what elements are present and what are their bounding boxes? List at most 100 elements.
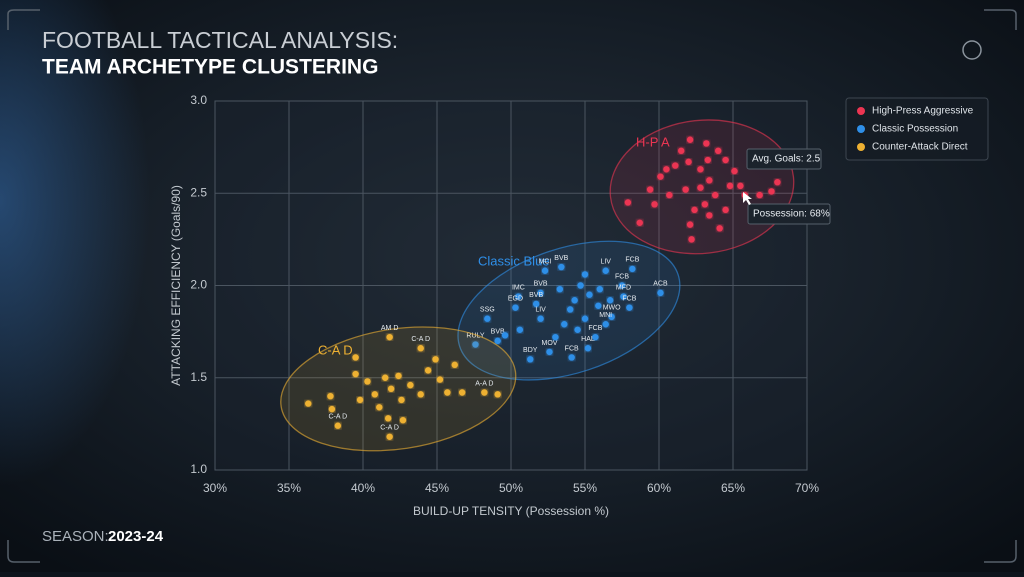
point — [537, 315, 544, 322]
point — [697, 166, 704, 173]
point — [672, 162, 679, 169]
point-label: EGD — [508, 295, 523, 302]
point — [501, 332, 509, 339]
legend-box — [845, 97, 989, 161]
point-label: FCB — [625, 257, 639, 264]
tooltip-text: Avg. Goals: 2.5 — [752, 154, 821, 165]
point — [494, 391, 501, 398]
x-tick-label: 60% — [647, 481, 671, 495]
point — [382, 374, 389, 381]
point — [432, 356, 439, 363]
point — [657, 289, 664, 297]
point — [584, 345, 592, 352]
point — [686, 136, 694, 143]
point — [424, 367, 432, 374]
point — [715, 147, 722, 155]
point — [527, 356, 534, 363]
point-label: MNI — [599, 312, 612, 319]
point — [334, 422, 342, 429]
x-tick-label: 45% — [425, 481, 449, 495]
point — [651, 201, 658, 208]
point — [620, 293, 627, 300]
season-label: SEASON: — [42, 528, 109, 545]
point — [356, 396, 364, 404]
cluster-label: H-P A — [636, 134, 670, 149]
point — [384, 415, 392, 422]
point — [608, 313, 615, 321]
point — [602, 321, 609, 328]
x-tick-label: 35% — [277, 481, 301, 495]
point — [685, 158, 692, 166]
point — [596, 285, 603, 293]
point — [602, 267, 609, 274]
point-label: C-A D — [411, 336, 430, 343]
point — [399, 416, 407, 424]
point-label: MFD — [616, 284, 631, 291]
y-axis-title: ATTACKING EFFICIENCY (Goals/90) — [169, 185, 183, 386]
point — [726, 182, 734, 190]
y-tick-label: 1.0 — [190, 462, 207, 476]
point — [386, 333, 393, 341]
y-tick-label: 2.5 — [190, 185, 207, 199]
point-label: IMC — [512, 284, 525, 291]
point — [546, 348, 553, 356]
point — [737, 182, 744, 190]
tooltip-text: Possession: 68% — [753, 209, 830, 220]
point — [657, 173, 664, 180]
point — [756, 191, 763, 199]
point — [704, 156, 712, 164]
point — [586, 291, 593, 298]
legend-swatch — [857, 107, 865, 115]
point-label: C-A D — [329, 414, 348, 421]
point — [629, 265, 636, 273]
x-tick-label: 55% — [573, 481, 597, 495]
point — [646, 186, 654, 193]
point-label: RULY — [466, 332, 484, 339]
y-tick-label: 1.5 — [190, 370, 207, 384]
point — [444, 389, 451, 396]
x-tick-label: 70% — [795, 481, 819, 495]
point — [398, 396, 405, 404]
x-axis-title: BUILD-UP TENSITY (Possession %) — [413, 504, 609, 518]
point — [387, 385, 395, 393]
point — [624, 199, 632, 206]
point-label: BVB — [534, 281, 548, 288]
icon — [962, 40, 982, 60]
point-label: FCB — [615, 273, 629, 280]
point — [581, 315, 589, 322]
point — [606, 297, 614, 304]
point — [731, 167, 738, 175]
point — [512, 304, 519, 311]
point-label: MWO — [603, 305, 621, 312]
point — [636, 219, 643, 226]
point — [595, 302, 602, 309]
point — [706, 212, 713, 219]
point — [706, 177, 713, 184]
title-line1: FOOTBALL TACTICAL ANALYSIS: — [42, 27, 398, 53]
point — [371, 391, 379, 398]
point — [691, 206, 698, 214]
point — [666, 191, 673, 199]
point — [663, 166, 670, 173]
point — [686, 221, 694, 228]
point — [688, 236, 695, 243]
point-label: BVB — [529, 292, 543, 299]
point — [407, 381, 414, 389]
legend-swatch — [857, 143, 865, 151]
point — [678, 147, 685, 155]
point — [577, 282, 584, 289]
y-tick-label: 2.0 — [190, 278, 207, 292]
point — [386, 433, 393, 440]
point — [561, 321, 568, 328]
point-label: HAL — [581, 336, 595, 343]
point — [352, 370, 359, 378]
point-label: FCB — [588, 325, 602, 332]
tooltip-box — [747, 203, 831, 225]
point — [327, 393, 334, 400]
point — [722, 156, 729, 164]
point — [697, 184, 704, 191]
point — [395, 372, 402, 380]
corner-brackets — [7, 9, 1017, 563]
